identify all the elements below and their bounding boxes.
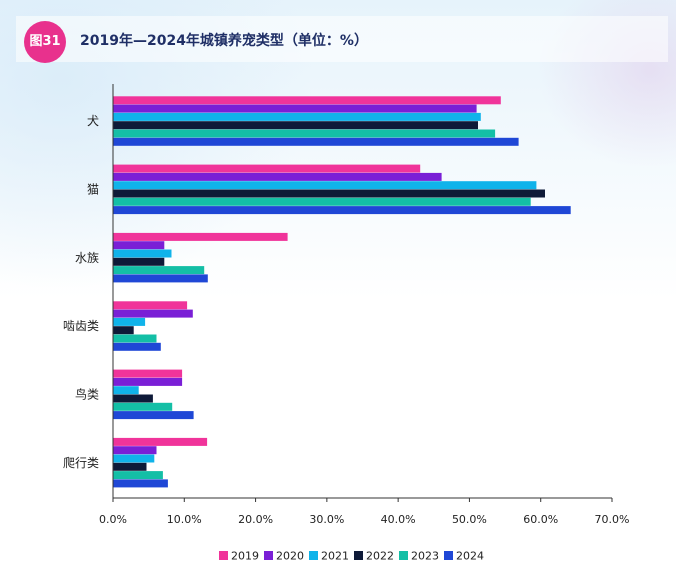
legend-label-2023: 2023 xyxy=(411,550,439,563)
bar-2021-1 xyxy=(113,181,537,190)
bar-2024-3 xyxy=(113,342,161,351)
x-tick-label: 40.0% xyxy=(381,513,416,526)
x-tick-label: 0.0% xyxy=(99,513,127,526)
bar-2024-4 xyxy=(113,411,194,420)
bar-2020-5 xyxy=(113,446,157,455)
bar-2021-4 xyxy=(113,386,139,395)
bar-2022-5 xyxy=(113,462,147,471)
x-tick-label: 20.0% xyxy=(238,513,273,526)
bar-2020-4 xyxy=(113,377,183,386)
bar-2019-3 xyxy=(113,301,188,310)
legend-label-2019: 2019 xyxy=(231,550,259,563)
bar-2023-4 xyxy=(113,402,173,411)
legend-swatch-2019 xyxy=(219,551,228,560)
bar-2023-2 xyxy=(113,266,205,275)
legend-swatch-2020 xyxy=(264,551,273,560)
category-label: 爬行类 xyxy=(63,456,99,470)
legend-label-2022: 2022 xyxy=(366,550,394,563)
category-label: 鸟类 xyxy=(75,387,99,402)
bar-2023-1 xyxy=(113,197,531,206)
bar-2024-5 xyxy=(113,479,168,488)
bar-2019-5 xyxy=(113,437,208,446)
bar-2023-0 xyxy=(113,129,496,138)
legend-label-2020: 2020 xyxy=(276,550,304,563)
bar-2019-4 xyxy=(113,369,183,378)
figure-badge: 图31 xyxy=(24,21,66,63)
category-label: 水族 xyxy=(75,251,99,265)
x-tick-label: 30.0% xyxy=(309,513,344,526)
bar-2023-3 xyxy=(113,334,157,343)
bar-2019-2 xyxy=(113,232,288,241)
bar-2022-0 xyxy=(113,121,478,130)
bar-2019-0 xyxy=(113,96,501,105)
category-label: 猫 xyxy=(87,183,99,197)
x-tick-label: 70.0% xyxy=(595,513,630,526)
x-tick-label: 10.0% xyxy=(167,513,202,526)
legend-swatch-2024 xyxy=(444,551,453,560)
x-tick-label: 50.0% xyxy=(452,513,487,526)
category-label: 啮齿类 xyxy=(63,319,99,333)
bar-2023-5 xyxy=(113,471,163,480)
bar-2024-1 xyxy=(113,206,571,215)
x-tick-label: 60.0% xyxy=(523,513,558,526)
bar-2020-1 xyxy=(113,172,442,181)
bar-2022-4 xyxy=(113,394,153,403)
bar-2021-3 xyxy=(113,317,146,326)
legend-swatch-2023 xyxy=(399,551,408,560)
bar-2020-2 xyxy=(113,241,165,250)
bar-2019-1 xyxy=(113,164,421,173)
bar-2021-5 xyxy=(113,454,155,463)
bar-2022-1 xyxy=(113,189,545,198)
bar-2021-0 xyxy=(113,112,481,121)
bar-2020-3 xyxy=(113,309,193,318)
legend-swatch-2021 xyxy=(309,551,318,560)
bar-2024-2 xyxy=(113,274,208,283)
legend-swatch-2022 xyxy=(354,551,363,560)
legend-label-2024: 2024 xyxy=(456,550,484,563)
bar-2022-3 xyxy=(113,326,134,335)
header-band xyxy=(16,16,668,62)
bar-2020-0 xyxy=(113,104,477,113)
legend-label-2021: 2021 xyxy=(321,550,349,563)
chart-title: 2019年—2024年城镇养宠类型（单位：%） xyxy=(80,33,368,49)
bar-2024-0 xyxy=(113,137,519,146)
bar-2022-2 xyxy=(113,257,165,266)
category-label: 犬 xyxy=(87,114,99,128)
bar-2021-2 xyxy=(113,249,172,258)
